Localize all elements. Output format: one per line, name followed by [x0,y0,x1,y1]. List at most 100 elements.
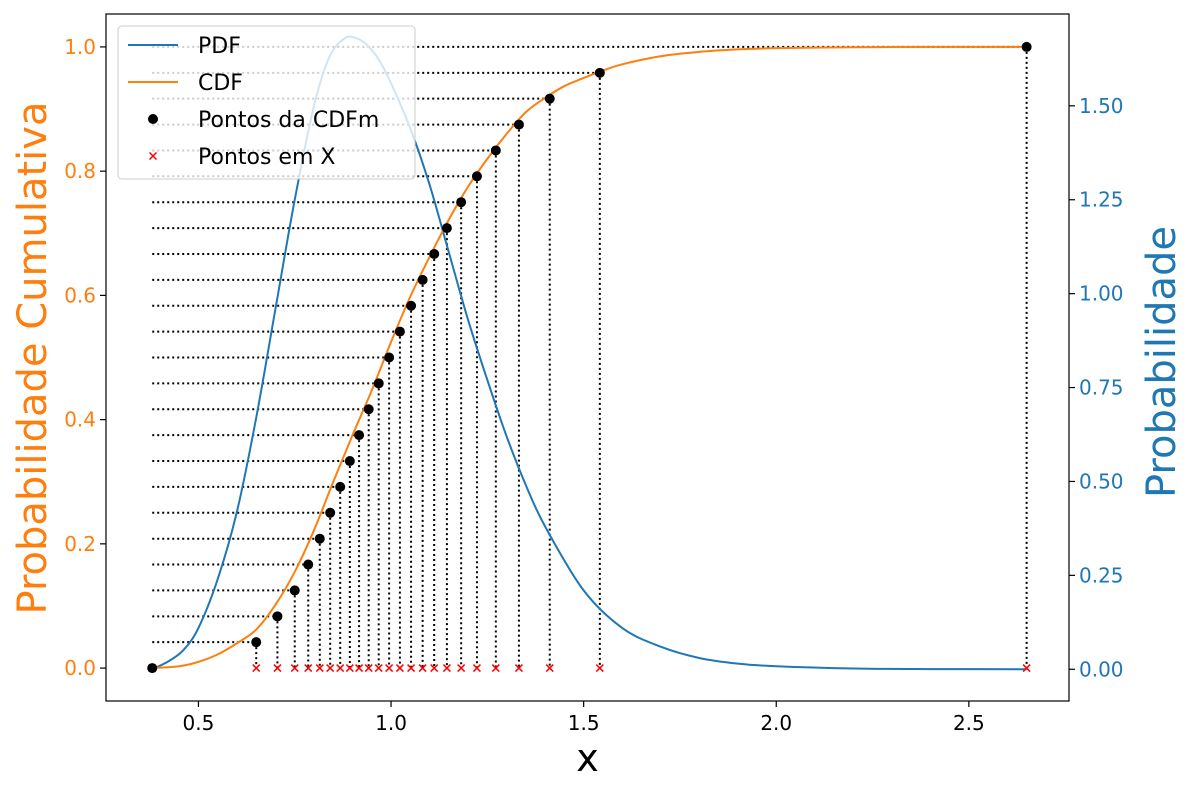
x-point-stroke [364,664,373,673]
y-right-tick-label: 1.25 [1079,188,1124,212]
x-point-stroke [326,664,335,673]
x-point-stroke [472,664,481,673]
x-point-stroke [345,664,354,673]
x-point-stroke [355,664,364,673]
y-left-tick-label: 0.8 [64,159,96,183]
legend-x-swatch [148,151,158,161]
x-axis-title: x [576,736,599,780]
x-point-stroke [491,664,500,673]
cdfm-point [147,663,158,674]
cdf-series [152,45,1027,670]
y-left-tick-label: 0.0 [64,656,96,680]
x-point-stroke [315,664,324,673]
y-right-tick-label: 0.75 [1079,376,1124,400]
cdfm-point [513,119,524,130]
y-left-axis-title: Probabilidade Cumulativa [10,102,56,615]
cdfm-point [471,171,482,182]
cdfm-point [303,559,314,570]
cdfm-point [384,352,395,363]
x-point-marker [1022,664,1031,673]
cdfm-point [441,223,452,234]
cdfm-point [544,93,555,104]
cdfm-point [325,507,336,518]
y-right-tick-label: 1.00 [1079,282,1124,306]
cdfm-point [406,300,417,311]
x-point-stroke [273,664,282,673]
x-tick-label: 1.5 [568,711,600,735]
x-point-marker [304,664,313,673]
x-point-stroke [442,664,451,673]
cdfm-point [373,378,384,389]
cdfm-point [417,274,428,285]
x-point-marker [472,664,481,673]
x-point-marker [326,664,335,673]
x-point-marker [595,664,604,673]
x-point-marker [252,664,261,673]
legend-pdf-label: PDF [198,34,241,59]
x-point-stroke [290,664,299,673]
cdfm-point [335,481,346,492]
x-tick-label: 0.5 [183,711,215,735]
legend-cdfm-swatch [148,114,158,124]
plot-frame [105,13,1070,702]
x-point-marker [290,664,299,673]
x-point-marker [385,664,394,673]
x-point-stroke [595,664,604,673]
x-point-stroke [418,664,427,673]
legend-cdfm-label: Pontos da CDFm [198,108,379,133]
cdfm-point [289,585,300,596]
guide-lines [152,45,1028,669]
x-point-marker [430,664,439,673]
cdfm-point [344,456,355,467]
x-point-marker [491,664,500,673]
y-left-axis-ticks: 0.0 0.2 0.4 0.6 0.8 1.0 [64,35,106,680]
x-point-marker [364,664,373,673]
cdfm-point [354,430,365,441]
cdfm-point [1021,41,1032,52]
x-point-marker [315,664,324,673]
x-tick-label: 2.5 [953,711,985,735]
markers-layer [147,41,1032,674]
x-point-stroke [1022,664,1031,673]
y-right-tick-label: 0.50 [1079,469,1124,493]
x-point-stroke [430,664,439,673]
cdfm-point [394,326,405,337]
x-point-marker [273,664,282,673]
x-point-marker [395,664,404,673]
cdfm-point [456,197,467,208]
x-point-stroke [374,664,383,673]
y-right-tick-label: 1.50 [1079,94,1124,118]
cdfm-point [272,611,283,622]
x-point-stroke [395,664,404,673]
x-point-marker [407,664,416,673]
x-point-marker [514,664,523,673]
x-point-stroke [545,664,554,673]
y-left-tick-label: 0.2 [64,532,96,556]
x-point-stroke [336,664,345,673]
y-right-axis-title: Probabilidade [1139,226,1185,498]
x-tick-label: 2.0 [760,711,792,735]
x-point-marker [336,664,345,673]
y-left-tick-label: 0.6 [64,283,96,307]
x-point-marker [457,664,466,673]
y-right-tick-label: 0.25 [1079,563,1124,587]
cdfm-point [251,637,262,648]
y-left-tick-label: 0.4 [64,408,96,432]
cdfm-point [490,145,501,156]
y-right-tick-label: 0.00 [1079,657,1124,681]
cdfm-point [314,533,325,544]
x-point-stroke [457,664,466,673]
legend-cdf-label: CDF [198,71,243,96]
x-axis-ticks: 0.5 1.0 1.5 2.0 2.5 [183,701,985,735]
x-point-marker [418,664,427,673]
x-point-marker [545,664,554,673]
cdf-line [152,45,1027,670]
x-tick-label: 1.0 [375,711,407,735]
x-point-marker [442,664,451,673]
legend-x-label: Pontos em X [198,145,335,170]
x-point-stroke [385,664,394,673]
y-right-axis-ticks: 0.00 0.25 0.50 0.75 1.00 1.25 1.50 [1069,94,1124,681]
x-point-stroke [252,664,261,673]
cdfm-point [429,248,440,259]
